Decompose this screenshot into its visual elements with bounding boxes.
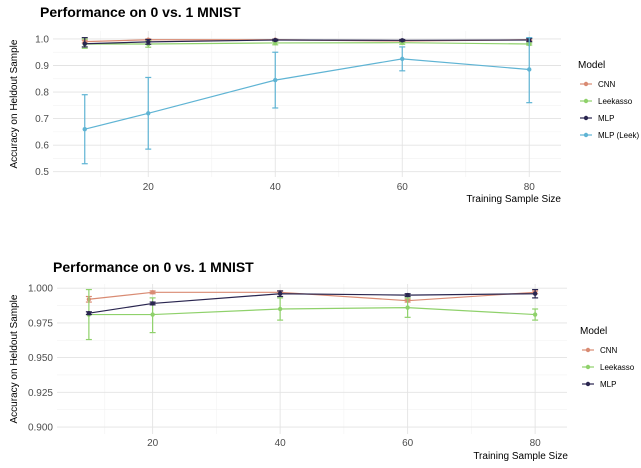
data-point (273, 77, 278, 83)
legend-label: MLP (598, 114, 614, 123)
chart-panel: 0.5 0.6 0.7 0.8 0.9 1.0 20 40 60 80 Performance … (9, 4, 640, 205)
x-tick-label: 60 (397, 182, 409, 193)
legend-label: Leekasso (598, 97, 633, 106)
x-tick-label: 80 (530, 438, 542, 449)
chart-title: Performance on 0 vs. 1 MNIST (53, 259, 254, 275)
legend-key-point (585, 347, 591, 353)
y-tick-label: 0.6 (35, 141, 49, 152)
y-tick-label: 1.000 (28, 284, 53, 295)
legend-key-point (583, 132, 589, 138)
legend-key-point (585, 364, 591, 370)
y-tick-labels: 0.900 0.925 0.950 0.975 1.000 (28, 284, 53, 434)
y-tick-label: 0.975 (28, 318, 53, 329)
x-tick-label: 20 (143, 182, 155, 193)
legend-key-point (583, 98, 589, 104)
data-point (532, 291, 538, 296)
data-point (82, 127, 87, 132)
chart-panel: 0.900 0.925 0.950 0.975 1.000 20 40 60 80 Perfo… (9, 259, 635, 462)
legend-label: MLP (Leek) (598, 131, 640, 140)
legend: Model CNN Leekasso MLP (580, 326, 635, 389)
x-tick-label: 40 (270, 182, 282, 193)
x-tick-label: 80 (524, 182, 536, 193)
y-axis-label: Accuracy on Heldout Sample (9, 294, 20, 423)
legend-title: Model (578, 60, 605, 71)
data-point (150, 312, 155, 317)
y-tick-label: 0.900 (28, 423, 53, 434)
legend-label: MLP (600, 380, 616, 389)
x-axis-label: Training Sample Size (466, 194, 561, 205)
data-point (400, 56, 405, 62)
series-layer (81, 37, 533, 165)
legend-title: Model (580, 326, 607, 337)
data-point (405, 292, 410, 298)
x-tick-labels: 20 40 60 80 (147, 438, 541, 449)
x-axis-label: Training Sample Size (473, 451, 568, 462)
chart-title: Performance on 0 vs. 1 MNIST (40, 4, 241, 20)
data-point (150, 290, 155, 295)
series-layer (85, 288, 539, 341)
data-point (400, 38, 405, 43)
data-point (146, 111, 151, 116)
x-tick-label: 20 (147, 438, 159, 449)
y-tick-label: 1.0 (35, 34, 49, 45)
y-tick-labels: 0.5 0.6 0.7 0.8 0.9 1.0 (35, 34, 49, 178)
data-point (277, 291, 283, 296)
data-point (82, 41, 87, 46)
legend-label: Leekasso (600, 363, 635, 372)
legend-key-point (583, 81, 589, 87)
y-tick-label: 0.7 (35, 114, 49, 125)
legend: Model CNN Leekasso MLP MLP (Leek) (578, 60, 640, 140)
x-tick-label: 60 (402, 438, 414, 449)
legend-label: CNN (598, 80, 616, 89)
data-point (527, 67, 532, 72)
legend-key-point (585, 381, 591, 387)
legend-key-point (583, 115, 589, 121)
data-point (150, 301, 155, 306)
x-tick-label: 40 (275, 438, 287, 449)
legend-label: CNN (600, 346, 618, 355)
y-tick-label: 0.8 (35, 88, 49, 99)
y-axis-label: Accuracy on Heldout Sample (9, 39, 20, 168)
x-tick-labels: 20 40 60 80 (143, 182, 536, 193)
y-tick-label: 0.9 (35, 61, 49, 72)
data-point (405, 305, 410, 310)
y-tick-label: 0.950 (28, 353, 53, 364)
data-point (277, 306, 283, 312)
data-point (273, 37, 278, 43)
y-tick-label: 0.925 (28, 388, 53, 399)
y-tick-label: 0.5 (35, 167, 49, 178)
data-point (86, 310, 92, 316)
data-point (532, 312, 538, 317)
data-point (146, 39, 151, 45)
